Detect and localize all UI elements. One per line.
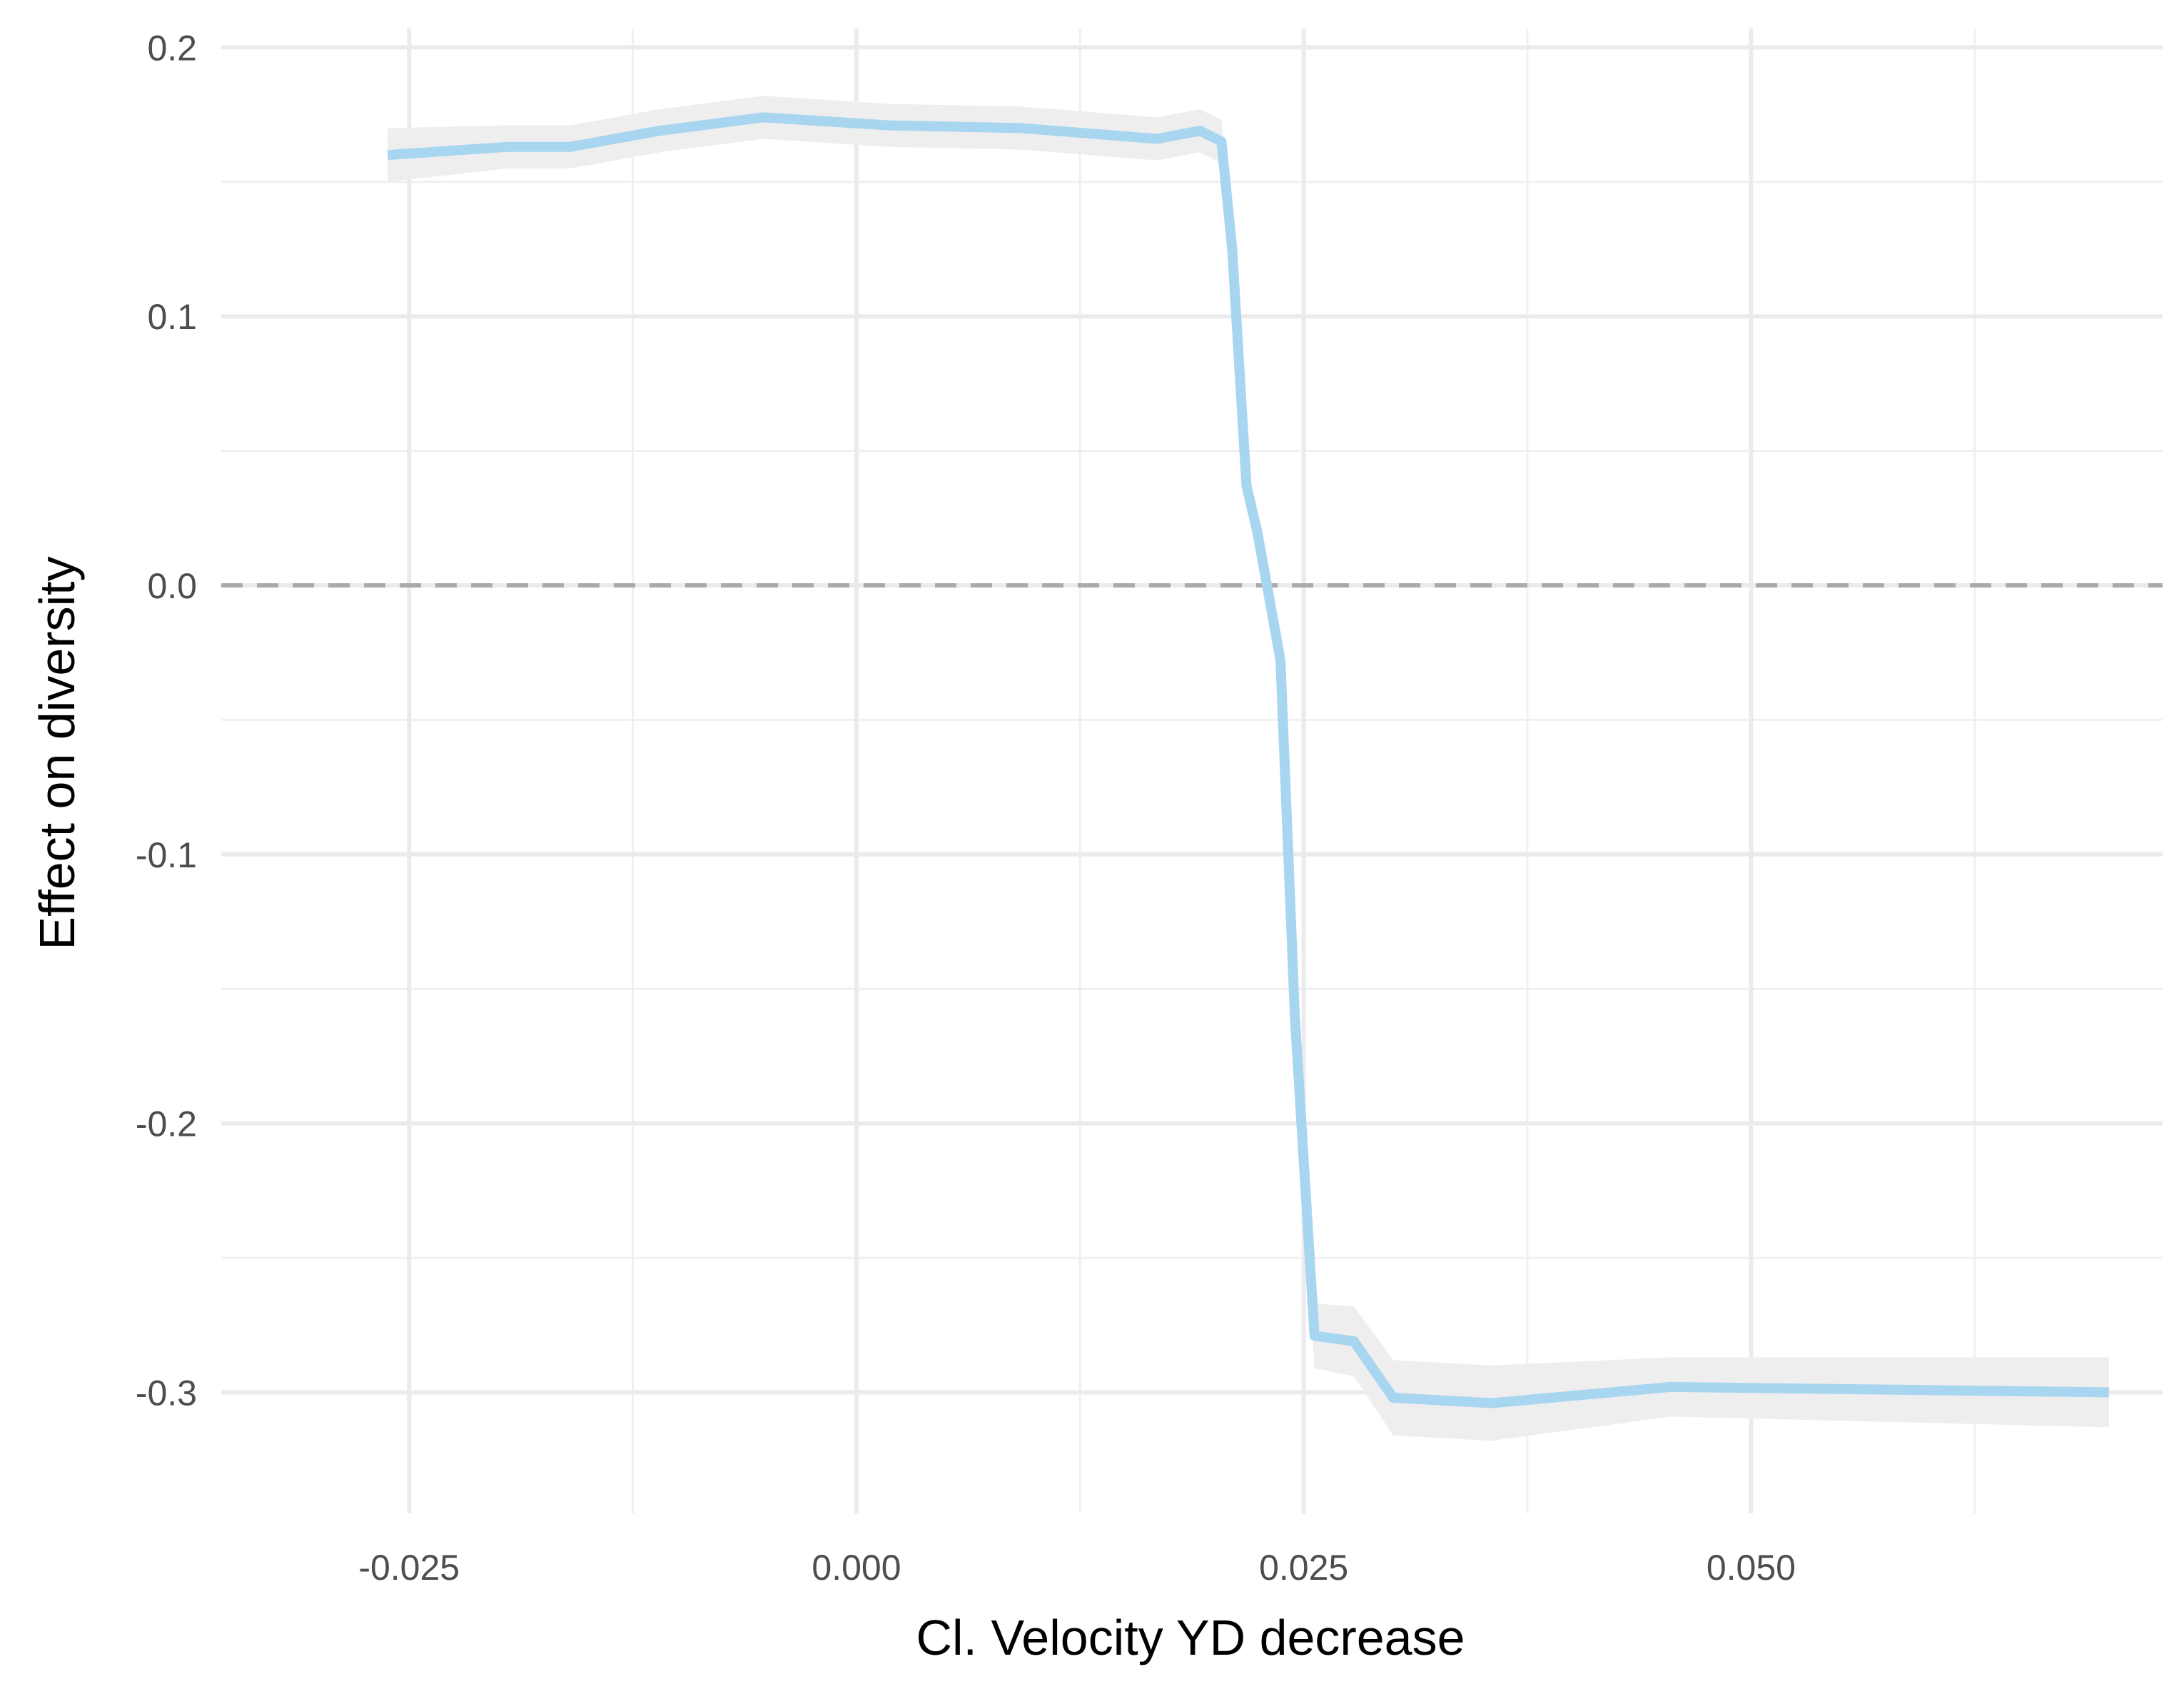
y-tick-label: -0.1 — [136, 835, 197, 875]
x-axis-tick-labels: -0.025 0.000 0.025 0.050 — [358, 1548, 1796, 1588]
minor-gridlines — [221, 29, 2163, 1513]
y-tick-label: -0.3 — [136, 1373, 197, 1413]
major-gridlines — [221, 29, 2163, 1513]
y-tick-label: 0.0 — [147, 566, 197, 606]
x-axis-title: Cl. Velocity YD decrease — [916, 1610, 1465, 1665]
y-tick-label: 0.1 — [147, 297, 197, 337]
x-tick-label: 0.025 — [1259, 1548, 1348, 1588]
y-tick-label: -0.2 — [136, 1104, 197, 1144]
confidence-band-group — [388, 96, 2109, 1441]
series-line — [387, 112, 2109, 1408]
confidence-band — [388, 96, 2109, 1441]
y-axis-title: Effect on diversity — [29, 556, 85, 949]
series-line-group — [387, 112, 2109, 1408]
y-axis-tick-labels: 0.2 0.1 0.0 -0.1 -0.2 -0.3 — [136, 28, 197, 1413]
x-tick-label: -0.025 — [358, 1548, 460, 1588]
x-tick-label: 0.050 — [1707, 1548, 1796, 1588]
y-tick-label: 0.2 — [147, 28, 197, 68]
x-tick-label: 0.000 — [812, 1548, 901, 1588]
